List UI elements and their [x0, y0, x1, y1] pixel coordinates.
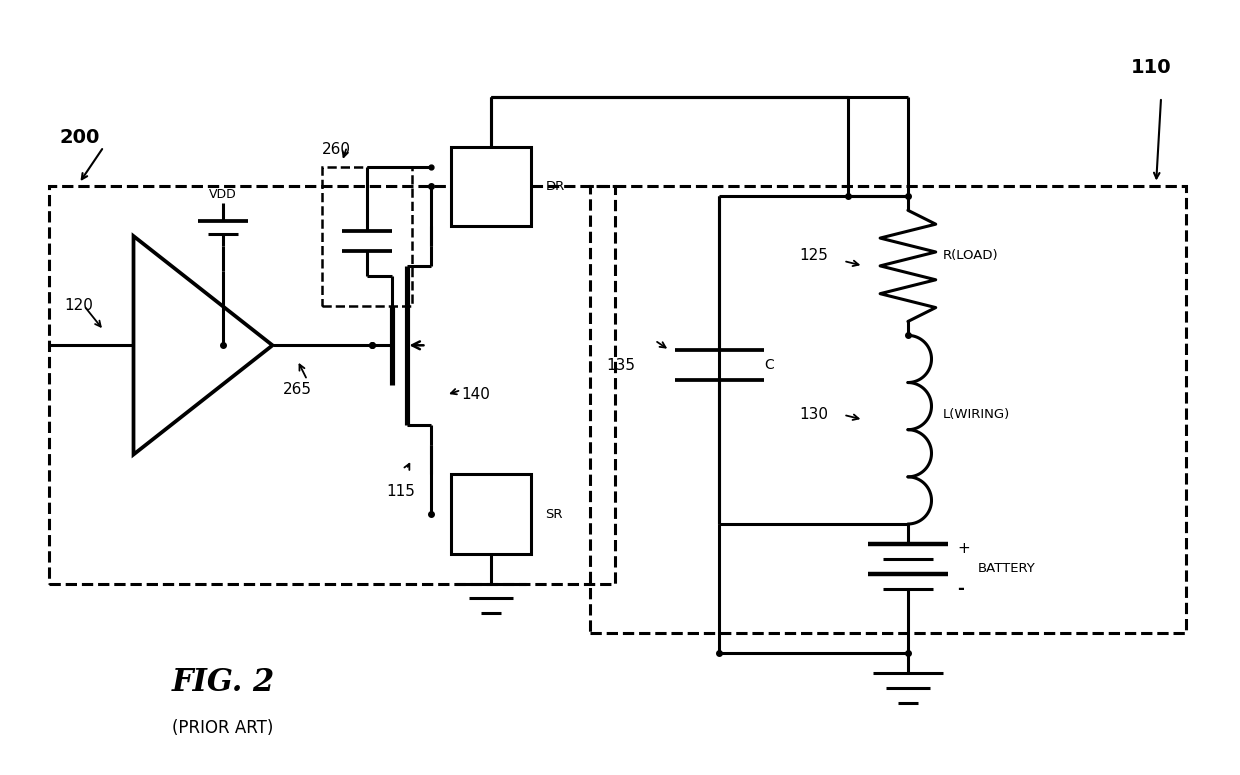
Bar — [50, 187, 615, 584]
Text: 260: 260 — [322, 142, 351, 157]
Text: 125: 125 — [800, 249, 828, 264]
Bar — [451, 146, 531, 226]
Text: FIG. 2: FIG. 2 — [171, 667, 274, 698]
Text: BATTERY: BATTERY — [977, 562, 1035, 575]
Text: VDD: VDD — [210, 188, 237, 202]
Text: 135: 135 — [606, 357, 635, 373]
Text: -: - — [957, 580, 965, 598]
Text: 130: 130 — [800, 408, 828, 422]
Text: (PRIOR ART): (PRIOR ART) — [172, 718, 274, 736]
Bar — [451, 474, 531, 554]
Text: SR: SR — [546, 508, 563, 521]
Text: 120: 120 — [64, 298, 93, 313]
Text: 110: 110 — [1131, 58, 1171, 78]
Text: DR: DR — [546, 180, 564, 193]
Bar — [322, 167, 412, 305]
Text: 115: 115 — [387, 484, 415, 499]
Text: R(LOAD): R(LOAD) — [942, 250, 998, 263]
Text: +: + — [957, 541, 971, 556]
Text: 200: 200 — [60, 128, 99, 146]
Text: 140: 140 — [461, 388, 490, 402]
Bar — [590, 187, 1185, 633]
Text: 265: 265 — [283, 383, 311, 398]
Text: L(WIRING): L(WIRING) — [942, 408, 1009, 422]
Text: C: C — [764, 358, 774, 372]
